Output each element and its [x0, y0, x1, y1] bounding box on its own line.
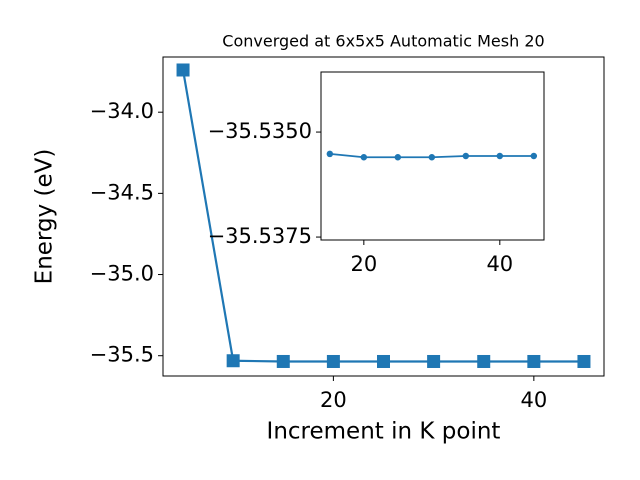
data-point	[577, 354, 591, 368]
data-point	[326, 354, 340, 368]
data-point	[527, 354, 541, 368]
y-tick-label: −35.0	[90, 262, 154, 286]
data-point	[276, 354, 290, 368]
data-point	[462, 152, 470, 160]
y-tick-label: −35.5	[90, 343, 154, 367]
chart-title: Converged at 6x5x5 Automatic Mesh 20	[222, 32, 544, 51]
data-point	[326, 150, 334, 158]
data-point	[530, 152, 538, 160]
data-point	[176, 63, 190, 77]
data-point	[428, 154, 436, 161]
y-tick-label: −34.5	[90, 180, 154, 204]
y-tick-label: −35.5350	[208, 119, 312, 143]
y-tick-label: −35.5375	[208, 224, 312, 248]
x-tick-label: 40	[486, 252, 513, 276]
y-tick-label: −34.0	[90, 99, 154, 123]
data-point	[360, 154, 368, 161]
x-tick-label: 20	[320, 388, 347, 412]
data-point	[477, 354, 491, 368]
data-point	[427, 354, 441, 368]
x-tick-label: 40	[520, 388, 547, 412]
data-point	[394, 154, 402, 161]
y-axis-label: Energy (eV)	[32, 149, 58, 285]
x-tick-label: 20	[350, 252, 377, 276]
data-point	[496, 152, 504, 160]
data-point	[377, 354, 390, 368]
data-point	[226, 354, 240, 368]
x-axis-label: Increment in K point	[267, 419, 501, 445]
